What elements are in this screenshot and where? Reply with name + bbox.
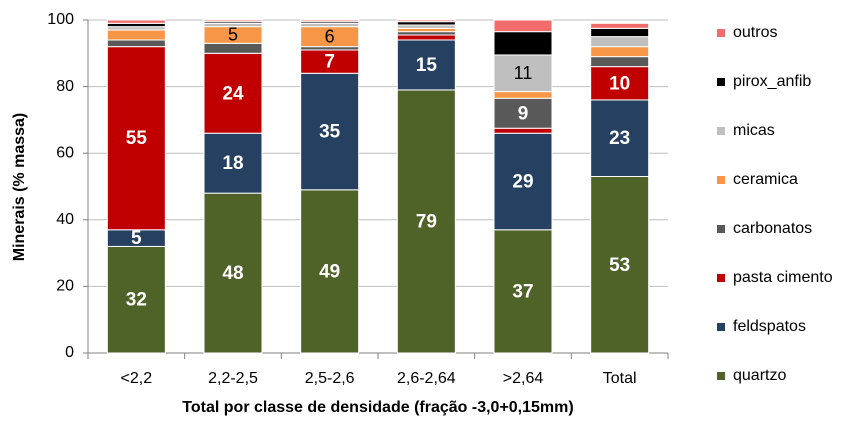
data-label: 32 — [126, 290, 147, 311]
bar-segment — [493, 91, 553, 99]
y-tick-label: 0 — [65, 344, 74, 361]
y-tick-label: 40 — [56, 211, 74, 228]
data-label: 6 — [325, 26, 335, 46]
y-tick-label: 60 — [56, 144, 74, 161]
bar-segment — [590, 36, 650, 48]
legend-swatch — [717, 127, 725, 135]
data-label: 29 — [512, 172, 533, 193]
bar-segment — [590, 99, 650, 178]
legend-swatch — [717, 225, 725, 233]
legend-label: pasta cimento — [733, 269, 833, 286]
bar-segment — [590, 46, 650, 58]
bar-segment — [300, 189, 360, 354]
data-label: 35 — [319, 122, 341, 143]
bar-segment — [493, 229, 553, 354]
bar-segment — [396, 19, 456, 23]
bar-segment — [203, 132, 263, 194]
bar-segment — [106, 19, 166, 24]
y-tick-label: 20 — [56, 278, 74, 295]
x-tick-label: >2,64 — [503, 370, 544, 387]
bar-segment — [493, 19, 553, 33]
legend-swatch — [717, 323, 725, 331]
legend-label: outros — [733, 24, 777, 41]
legend-swatch — [717, 176, 725, 184]
bar-segment — [106, 245, 166, 354]
legend-label: pirox_anfib — [733, 73, 811, 90]
bar-segment — [396, 39, 456, 91]
data-label: 48 — [222, 263, 243, 284]
bar-segment — [300, 72, 360, 191]
x-tick-label: 2,2-2,5 — [208, 370, 258, 387]
x-tick-label: 2,5-2,6 — [305, 370, 355, 387]
bar-segment — [396, 89, 456, 354]
legend-label: quartzo — [733, 367, 786, 384]
legend-swatch — [717, 274, 725, 282]
data-label: 10 — [609, 73, 630, 94]
x-tick-label: Total — [603, 370, 637, 387]
bar-segment — [590, 56, 650, 68]
bar-segment — [493, 54, 553, 93]
data-label: 9 — [518, 103, 529, 124]
bar-segment — [493, 97, 553, 129]
bar-segment — [590, 22, 650, 29]
legend-label: micas — [733, 122, 775, 139]
bar-segment — [396, 34, 456, 41]
y-tick-label: 100 — [47, 11, 74, 28]
data-label: 53 — [609, 255, 630, 276]
y-tick-label: 80 — [56, 78, 74, 95]
x-tick-label: 2,6-2,64 — [397, 370, 456, 387]
data-label: 7 — [324, 52, 335, 73]
legend-swatch — [717, 372, 725, 380]
legend-label: carbonatos — [733, 220, 812, 237]
data-label: 18 — [222, 153, 243, 174]
data-label: 5 — [228, 25, 238, 45]
data-label: 24 — [222, 83, 244, 104]
bar-segment — [590, 27, 650, 38]
bar-segment — [493, 127, 553, 134]
bar-segment — [203, 42, 263, 54]
data-label: 79 — [416, 211, 437, 232]
bar-segment — [493, 31, 553, 56]
bar-segment — [106, 29, 166, 41]
legend-label: feldspatos — [733, 318, 806, 335]
x-axis-label: Total por classe de densidade (fração -3… — [182, 399, 573, 416]
data-label: 23 — [609, 128, 630, 149]
data-label: 15 — [416, 55, 438, 76]
legend-swatch — [717, 29, 725, 37]
bar-segment — [203, 19, 263, 23]
data-label: 37 — [512, 281, 533, 302]
x-tick-label: <2,2 — [121, 370, 153, 387]
bar-segment — [106, 39, 166, 48]
legend-swatch — [717, 78, 725, 86]
bar-segment — [590, 176, 650, 354]
bar-segment — [106, 46, 166, 231]
y-axis-label: Minerais (% massa) — [11, 113, 28, 262]
data-label: 49 — [319, 261, 340, 282]
bar-segment — [300, 19, 360, 23]
data-label: 5 — [131, 228, 142, 249]
bar-segment — [493, 132, 553, 231]
legend-label: ceramica — [733, 171, 798, 188]
bar-segment — [203, 52, 263, 134]
data-label: 11 — [514, 63, 533, 83]
data-label: 55 — [126, 128, 148, 149]
